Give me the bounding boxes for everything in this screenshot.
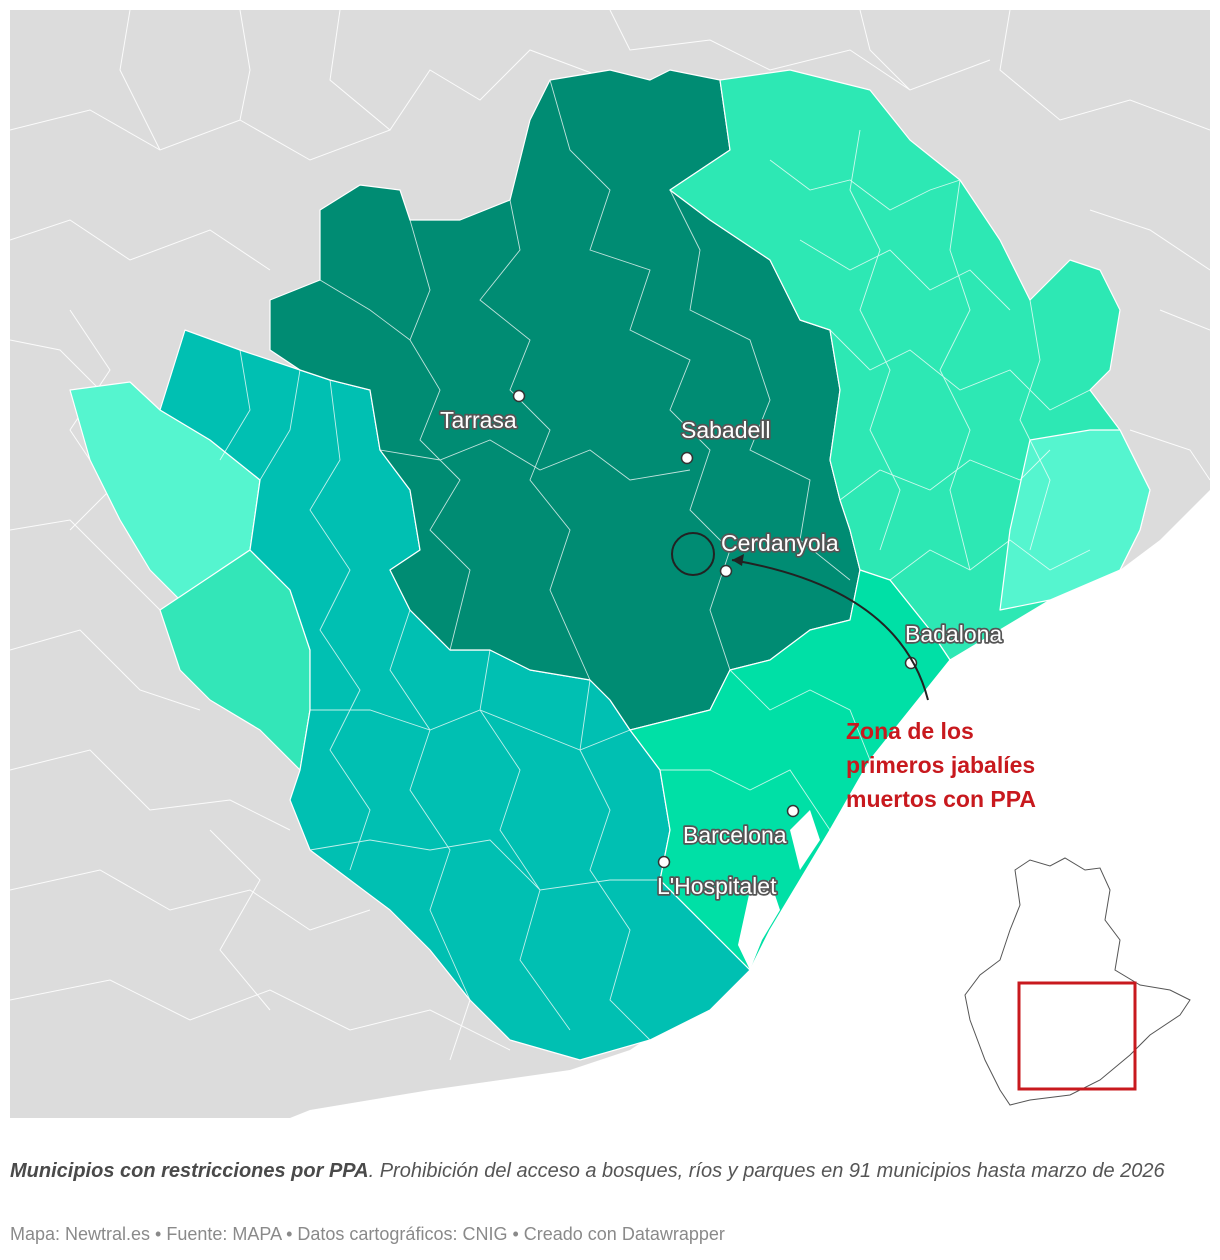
marker-sabadell[interactable] bbox=[680, 451, 694, 465]
marker-hospitalet[interactable] bbox=[657, 855, 671, 869]
city-markers bbox=[512, 389, 918, 869]
marker-cerdanyola[interactable] bbox=[719, 564, 733, 578]
restricted-zone bbox=[69, 69, 1151, 1061]
caption: Municipios con restricciones por PPA. Pr… bbox=[10, 1158, 1200, 1185]
label-barcelona: Barcelona bbox=[683, 822, 787, 848]
background-boundaries bbox=[10, 10, 1210, 1061]
zone-coast-light bbox=[999, 429, 1151, 611]
annotation-text: Zona de los primeros jabalíes muertos co… bbox=[846, 718, 1042, 812]
label-tarrasa: Tarrasa bbox=[440, 407, 517, 433]
sea bbox=[290, 490, 1210, 1118]
footer-credits: Mapa: Newtral.es • Fuente: MAPA • Datos … bbox=[10, 1224, 725, 1244]
map-container: Tarrasa Sabadell Cerdanyola Badalona Bar… bbox=[10, 10, 1210, 1118]
locator-box bbox=[1017, 981, 1137, 1091]
map-svg: Tarrasa Sabadell Cerdanyola Badalona Bar… bbox=[10, 10, 1210, 1118]
annotation-line-2: primeros jabalíes bbox=[846, 752, 1035, 778]
marker-barcelona[interactable] bbox=[786, 804, 800, 818]
zone-internal-boundaries bbox=[219, 79, 1091, 1041]
annotation-arrow bbox=[731, 559, 929, 701]
label-sabadell: Sabadell bbox=[681, 417, 771, 443]
caption-title: Municipios con restricciones por PPA bbox=[10, 1160, 369, 1182]
annotation-arrowhead bbox=[732, 554, 744, 566]
label-hospitalet: L'Hospitalet bbox=[657, 873, 777, 899]
label-badalona: Badalona bbox=[905, 621, 1002, 647]
label-cerdanyola: Cerdanyola bbox=[721, 530, 839, 556]
locator-inset bbox=[964, 857, 1191, 1106]
annotation-line-3: muertos con PPA bbox=[846, 786, 1036, 812]
marker-tarrasa[interactable] bbox=[512, 389, 526, 403]
port-detail bbox=[738, 810, 820, 970]
caption-body: . Prohibición del acceso a bosques, ríos… bbox=[368, 1160, 1165, 1182]
annotation-line-1: Zona de los bbox=[846, 718, 974, 744]
annotation-circle bbox=[671, 532, 715, 576]
